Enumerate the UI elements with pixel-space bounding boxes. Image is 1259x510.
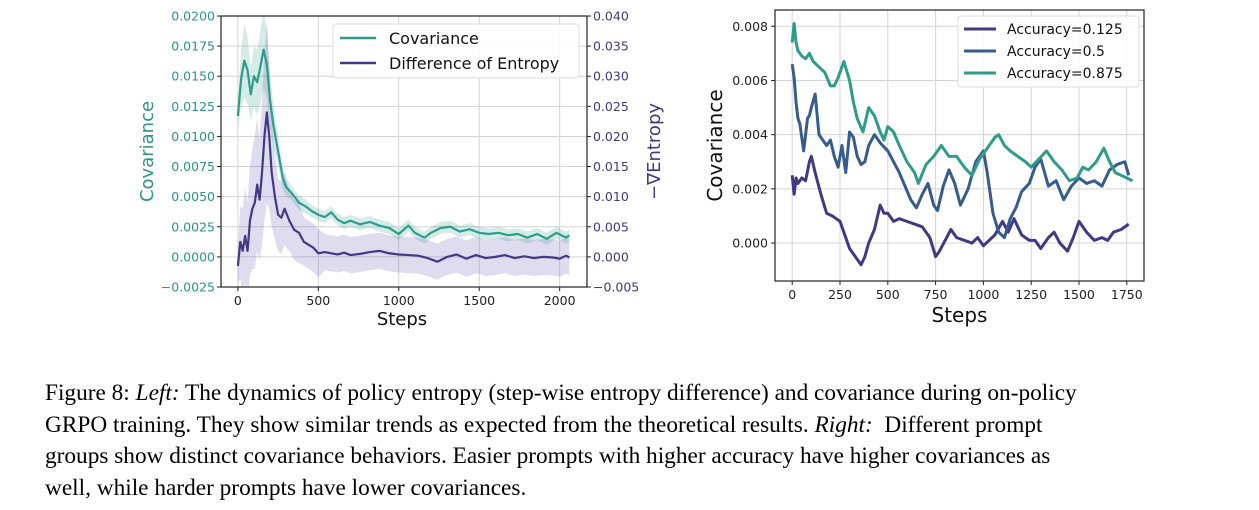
plot-area [236, 16, 570, 287]
y2-tick-label: 0.040 [593, 9, 629, 24]
x-tick-label: 1000 [967, 287, 999, 302]
x-tick-label: 250 [828, 287, 852, 302]
x-tick-label: 2000 [544, 293, 576, 308]
y2-tick-label: 0.025 [593, 99, 629, 114]
legend-box [957, 15, 1140, 88]
figure-caption: Figure 8: Left: The dynamics of policy e… [45, 378, 1245, 504]
y2-tick-label: 0.035 [593, 39, 629, 54]
y-tick-label: 0.0125 [171, 99, 215, 114]
series-line-accuracy-0-125 [790, 154, 1130, 267]
y2-tick-label: 0.010 [593, 189, 629, 204]
x-tick-label: 0 [788, 287, 796, 302]
plot-frame [220, 15, 588, 288]
y-tick-label: 0.006 [732, 73, 768, 88]
x-tick-label: 1250 [1015, 287, 1047, 302]
y2-tick-label: 0.030 [593, 69, 629, 84]
caption-text: Different prompt [872, 411, 1043, 438]
y-tick-label: −0.0025 [161, 280, 215, 295]
caption-text: The dynamics of policy entropy (step-wis… [179, 380, 1077, 406]
series-line-accuracy-0-5 [790, 63, 1131, 240]
legend-label: Accuracy=0.5 [1007, 44, 1105, 60]
x-tick-label: 1000 [383, 293, 415, 308]
left-chart: 0 500 1000 1500 2000 −0.0025 0.0000 0.0025 0.005… [137, 9, 665, 331]
y-tick-label: 0.0200 [171, 9, 215, 24]
y2-axis-label: −∇Entropy [644, 103, 665, 200]
legend-label: Difference of Entropy [389, 54, 559, 73]
caption-line: well, while harder prompts have lower co… [45, 473, 1245, 505]
legend-label: Covariance [389, 29, 479, 48]
x-tick-label: 500 [876, 287, 900, 302]
x-axis-label: Steps [377, 309, 427, 330]
x-tick-label: 750 [924, 287, 948, 302]
caption-emphasis: Left: [135, 380, 180, 406]
x-tick-label: 1500 [1063, 287, 1095, 302]
y-axis-label: Covariance [703, 89, 727, 201]
y-tick-label: 0.008 [732, 19, 768, 34]
legend-label: Accuracy=0.875 [1007, 66, 1123, 82]
x-axis-label: Steps [932, 303, 988, 327]
right-chart: 0 250 500 750 1000 1250 1500 1750 0.000 0.002 0.00… [703, 9, 1145, 327]
legend-box [332, 23, 580, 79]
y-tick-label: 0.0100 [171, 129, 215, 144]
series-line-accuracy-0-875 [790, 22, 1134, 185]
y2-tick-label: 0.005 [593, 219, 629, 234]
caption-line: GRPO training. They show similar trends … [45, 410, 1245, 442]
y-tick-label: 0.0175 [171, 39, 215, 54]
x-tick-label: 0 [234, 293, 242, 308]
y-axis-label: Covariance [137, 101, 158, 202]
caption-line: Figure 8: Left: The dynamics of policy e… [45, 378, 1245, 410]
caption-text: groups show distinct covariance behavior… [45, 443, 1051, 469]
legend-label: Accuracy=0.125 [1007, 22, 1123, 38]
x-tick-label: 500 [306, 293, 330, 308]
y-tick-label: 0.002 [732, 181, 768, 196]
y-tick-label: 0.0075 [171, 159, 215, 174]
caption-text: GRPO training. They show similar trends … [45, 411, 815, 438]
y2-tick-label: 0.015 [593, 159, 629, 174]
y-tick-label: 0.0150 [171, 69, 215, 84]
y2-tick-label: 0.000 [593, 249, 629, 264]
legend: Covariance Difference of Entropy [332, 23, 580, 79]
y2-tick-label: −0.005 [593, 280, 639, 295]
caption-emphasis: Right: [814, 411, 873, 438]
y-tick-label: 0.000 [732, 236, 768, 251]
confidence-band-entropy [237, 22, 570, 287]
series-line-entropy [236, 111, 570, 267]
caption-text: well, while harder prompts have lower co… [45, 474, 527, 501]
plot-frame [774, 9, 1145, 282]
plot-area [790, 22, 1134, 267]
y-tick-label: 0.0050 [171, 189, 215, 204]
y2-tick-label: 0.020 [593, 129, 629, 144]
x-tick-label: 1750 [1111, 287, 1143, 302]
x-tick-label: 1500 [463, 293, 495, 308]
y-tick-label: 0.004 [732, 127, 768, 142]
y-tick-label: 0.0025 [171, 219, 215, 234]
legend: Accuracy=0.125 Accuracy=0.5 Accuracy=0.875 [957, 15, 1140, 88]
caption-line: groups show distinct covariance behavior… [45, 441, 1245, 473]
y-tick-label: 0.0000 [171, 249, 215, 264]
caption-text: Figure 8: [45, 380, 136, 406]
series-line-covariance [236, 48, 570, 240]
